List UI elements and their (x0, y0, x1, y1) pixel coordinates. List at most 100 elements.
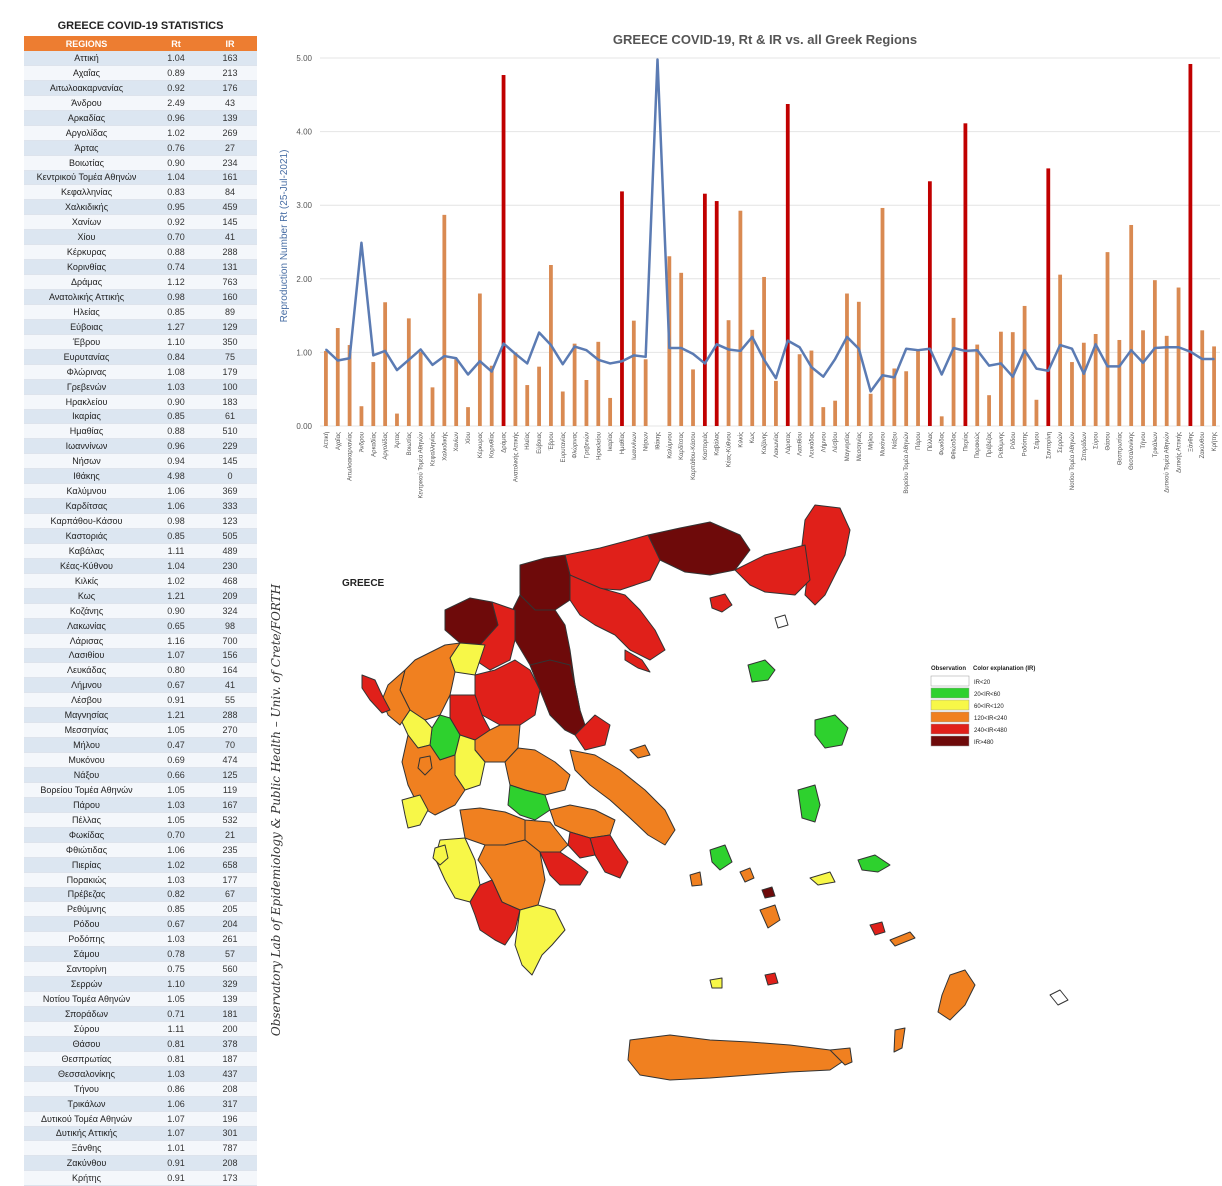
table-row: Πρέβεζας 0.82 67 (24, 887, 257, 903)
region-evros (801, 504, 851, 606)
table-row: Σύρου 1.11 200 (24, 1021, 257, 1037)
ir-bar (927, 181, 932, 426)
region-name: Αιτωλοακαρνανίας (24, 80, 149, 96)
table-row: Φλώρινας 1.08 179 (24, 364, 257, 380)
ir-value: 156 (203, 648, 257, 664)
x-tick-label: Λάρισας (785, 432, 792, 454)
table-row: Ευρυτανίας 0.84 75 (24, 349, 257, 365)
ir-bar (1105, 252, 1110, 426)
ir-value: 437 (203, 1066, 257, 1082)
ir-value: 67 (203, 887, 257, 903)
ir-bar (1093, 334, 1098, 426)
ir-value: 131 (203, 259, 257, 276)
ir-bar (418, 351, 423, 426)
x-tick-label: Ζακύνθου (1200, 432, 1206, 458)
region-lefkada (417, 755, 433, 776)
rt-point (538, 331, 540, 334)
rt-point (443, 355, 446, 357)
ir-value: 350 (203, 334, 257, 350)
rt-value: 1.05 (149, 991, 203, 1007)
rt-value: 1.06 (149, 1096, 203, 1112)
ir-bar (1070, 362, 1074, 426)
x-tick-label: Πορακιώς (975, 432, 981, 459)
table-row: Νάξου 0.66 125 (24, 767, 257, 783)
stats-title: GREECE COVID-19 STATISTICS (57, 20, 224, 32)
ir-bar (643, 359, 648, 426)
table-row: Καρδίτσας 1.06 333 (24, 498, 257, 515)
stats-header-row: REGIONS Rt IR (24, 36, 257, 51)
x-tick-label: Τρικάλων (1152, 432, 1159, 457)
rt-point (834, 358, 836, 360)
ir-value: 324 (203, 603, 257, 619)
rt-point (408, 358, 410, 361)
ir-bar (1034, 399, 1039, 426)
ir-value: 177 (203, 872, 257, 888)
ir-bar (762, 276, 766, 426)
ir-value: 176 (203, 80, 257, 96)
ir-bar (963, 123, 968, 426)
x-tick-label: Καρπάθου-Κάσου (690, 432, 697, 480)
rt-point (656, 58, 659, 61)
x-tick-label: Λέσβου (832, 432, 839, 452)
ir-value: 119 (203, 782, 257, 798)
ir-bar (477, 293, 482, 426)
region-name: Πορακιώς (24, 872, 149, 888)
x-tick-label: Λακωνίας (774, 432, 780, 458)
rt-line (325, 58, 1215, 393)
ir-bar (1010, 332, 1015, 426)
region-name: Πέλλας (24, 812, 149, 828)
region-name: Θάσου (24, 1036, 149, 1052)
rt-value: 1.05 (149, 812, 203, 828)
table-row: Εύβοιας 1.27 129 (24, 319, 257, 335)
x-tick-label: Βορείου Τομέα Αθηνών (903, 432, 910, 494)
rt-value: 0.78 (149, 946, 203, 963)
rt-value: 0.88 (149, 244, 203, 261)
rt-point (1059, 344, 1061, 346)
rt-value: 0.92 (149, 214, 203, 231)
x-tick-label: Νάξου (891, 432, 898, 449)
ir-value: 161 (203, 170, 257, 186)
rt-value: 0.91 (149, 1170, 203, 1186)
table-row: Γρεβενών 1.03 100 (24, 379, 257, 395)
x-tick-label: Καλύμνου (667, 432, 673, 459)
stats-panel: GREECE COVID-19 STATISTICS REGIONS Rt IR… (24, 16, 257, 1186)
ir-bar (691, 369, 695, 426)
x-tick-label: Δράμας (501, 432, 508, 453)
region-name: Λάρισας (24, 633, 149, 649)
region-kriti-east (829, 1047, 853, 1066)
rt-value: 0.96 (149, 438, 203, 455)
ir-value: 57 (203, 946, 257, 963)
rt-point (739, 350, 742, 352)
region-name: Κρήτης (24, 1170, 149, 1186)
rt-value: 1.06 (149, 483, 203, 500)
region-evia (569, 749, 676, 846)
ir-bar (395, 413, 399, 426)
region-name: Κεντρικού Τομέα Αθηνών (24, 170, 149, 186)
ir-bar (513, 352, 518, 426)
ir-value: 230 (203, 558, 257, 574)
rt-value: 0.47 (149, 737, 203, 754)
x-tick-label: Αχαΐας (335, 432, 342, 450)
region-name: Μεσσηνίας (24, 722, 149, 739)
x-tick-label: Σάμου (1033, 432, 1040, 449)
rt-point (1011, 375, 1014, 378)
table-row: Λασιθίου 1.07 156 (24, 648, 257, 664)
region-name: Χίου (24, 229, 149, 246)
region-name: Ροδόπης (24, 931, 149, 948)
rt-value: 1.06 (149, 842, 203, 858)
ir-value: 123 (203, 513, 257, 529)
region-name: Ικαρίας (24, 409, 149, 425)
rt-value: 0.90 (149, 603, 203, 619)
x-tick-label: Χαλκιδικής (441, 432, 448, 461)
ir-bar (1046, 168, 1051, 426)
region-name: Λευκάδας (24, 662, 149, 679)
y-tick-label: 0.00 (296, 422, 312, 431)
table-row: Σαντορίνη 0.75 560 (24, 961, 257, 978)
region-voiotia (549, 804, 616, 839)
x-tick-label: Πρέβεζας (986, 432, 993, 457)
region-argolida (539, 851, 589, 886)
ir-value: 489 (203, 543, 257, 559)
x-tick-label: Μυκόνου (880, 432, 887, 456)
table-row: Αρκαδίας 0.96 139 (24, 110, 257, 126)
rt-value: 1.07 (149, 1126, 203, 1142)
